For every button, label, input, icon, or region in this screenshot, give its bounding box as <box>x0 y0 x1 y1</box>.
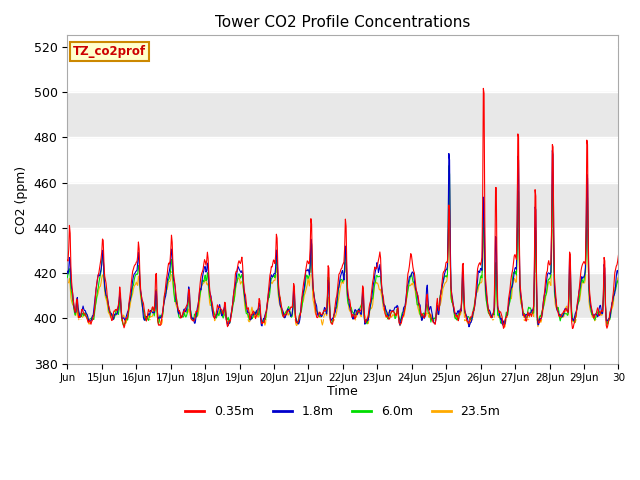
X-axis label: Time: Time <box>328 385 358 398</box>
Y-axis label: CO2 (ppm): CO2 (ppm) <box>15 166 28 234</box>
Bar <box>67 182 618 228</box>
Bar <box>67 92 618 137</box>
Bar <box>67 273 618 318</box>
Legend: 0.35m, 1.8m, 6.0m, 23.5m: 0.35m, 1.8m, 6.0m, 23.5m <box>180 400 506 423</box>
Title: Tower CO2 Profile Concentrations: Tower CO2 Profile Concentrations <box>215 15 470 30</box>
Text: TZ_co2prof: TZ_co2prof <box>73 45 146 58</box>
